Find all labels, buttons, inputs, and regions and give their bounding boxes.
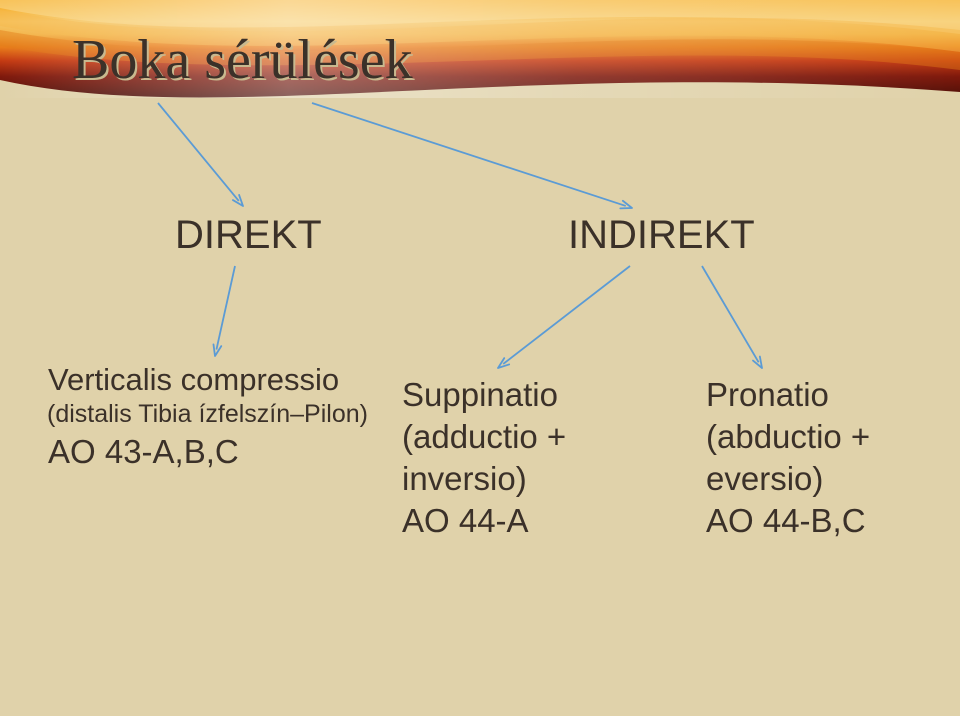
arrow-indirekt-to-sup — [503, 266, 630, 364]
arrow-direkt-to-vertical — [216, 266, 235, 350]
slide: Boka sérülések DIREKT INDIREKT Verticali… — [0, 0, 960, 716]
arrow-indirekt-to-pro — [702, 266, 759, 362]
arrow-title-to-direkt — [158, 103, 239, 201]
arrowhead-indirekt-to-pro — [753, 356, 762, 368]
arrow-title-to-indirekt — [312, 103, 626, 206]
arrows-layer — [0, 0, 960, 716]
